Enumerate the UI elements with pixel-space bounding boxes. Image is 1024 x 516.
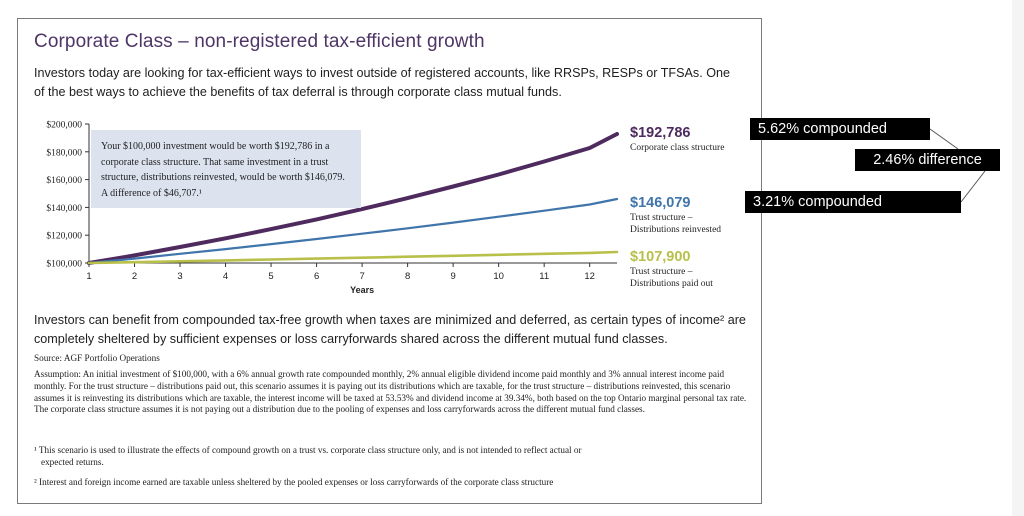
annotation-difference: 2.46% difference [855, 149, 1000, 171]
x-tick-label: 3 [177, 271, 182, 282]
end-value-reinvested: $146,079 [630, 195, 691, 211]
footnote-2: ² Interest and foreign income earned are… [34, 477, 554, 487]
chart-svg: $100,000 $120,000 $140,000 $160,000 $180,000… [46, 120, 619, 295]
chart-callout: Your $100,000 investment would be worth … [91, 130, 361, 208]
x-tick-label: 5 [268, 271, 273, 282]
x-tick-label: 8 [405, 271, 410, 282]
series-line-2 [87, 197, 619, 265]
end-desc-paid-out-1: Trust structure – [630, 267, 693, 277]
y-tick-label: $200,000 [46, 120, 82, 131]
y-tick-label: $120,000 [46, 231, 82, 242]
x-axis-label: Years [350, 285, 374, 295]
y-tick-label: $140,000 [46, 203, 82, 214]
connector-bottom [960, 170, 986, 203]
footnote-1: ¹ This scenario is used to illustrate th… [34, 445, 749, 469]
y-tick-label: $100,000 [46, 259, 82, 270]
infographic-card: Corporate Class – non-registered tax-eff… [17, 18, 762, 504]
end-value-corporate: $192,786 [630, 125, 691, 141]
end-label-reinvested: $146,079 Trust structure – Distributions… [630, 195, 721, 236]
x-tick-label: 9 [450, 271, 455, 282]
x-tick-label: 4 [223, 271, 228, 282]
end-desc-paid-out-2: Distributions paid out [630, 279, 713, 289]
x-tick-label: 2 [132, 271, 137, 282]
right-edge-strip [1012, 0, 1024, 516]
x-tick-label: 11 [539, 271, 549, 282]
x-tick-label: 7 [359, 271, 364, 282]
x-tick-label: 12 [584, 271, 595, 282]
connector-top [929, 128, 959, 150]
page-title: Corporate Class – non-registered tax-eff… [34, 31, 485, 52]
series-line-1 [87, 132, 619, 265]
x-tick-label: 10 [493, 271, 504, 282]
benefit-paragraph: Investors can benefit from compounded ta… [34, 313, 746, 346]
end-value-paid-out: $107,900 [630, 249, 691, 265]
end-label-corporate: $192,786 Corporate class structure [630, 125, 724, 154]
y-tick-label: $160,000 [46, 175, 82, 186]
intro-paragraph: Investors today are looking for tax-effi… [34, 66, 731, 99]
footnote-1-line-a: ¹ This scenario is used to illustrate th… [34, 445, 582, 455]
series-line-3 [87, 250, 619, 265]
end-desc-reinvested-2: Distributions reinvested [630, 225, 722, 235]
growth-chart: $100,000 $120,000 $140,000 $160,000 $180,000… [18, 111, 763, 311]
x-tick-label: 1 [86, 271, 91, 282]
y-tick-label: $180,000 [46, 147, 82, 158]
annotation-trust-rate: 3.21% compounded [745, 191, 961, 213]
footnote-1-line-b: expected returns. [41, 456, 104, 467]
x-tick-label: 6 [314, 271, 319, 282]
annotation-corporate-rate: 5.62% compounded [750, 118, 930, 140]
end-desc-corporate: Corporate class structure [630, 143, 725, 153]
assumption-note: Assumption: An initial investment of $10… [34, 369, 747, 415]
end-desc-reinvested-1: Trust structure – [630, 213, 693, 223]
source-note: Source: AGF Portfolio Operations [34, 353, 160, 363]
end-label-paid-out: $107,900 Trust structure – Distributions… [630, 249, 713, 290]
